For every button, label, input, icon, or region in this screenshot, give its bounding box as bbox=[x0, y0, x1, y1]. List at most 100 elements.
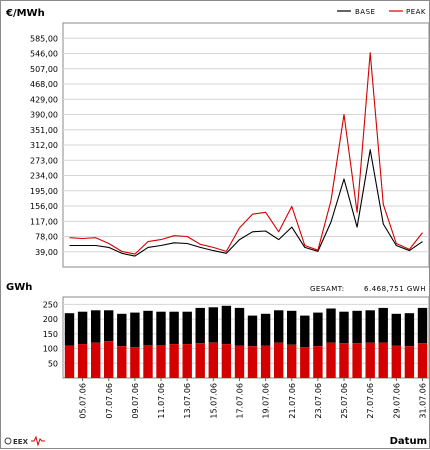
bar-base bbox=[77, 311, 88, 345]
bar-base bbox=[221, 305, 232, 345]
price-y-tick-label: 234,00 bbox=[30, 172, 58, 181]
price-y-tick-label: 39,00 bbox=[35, 248, 58, 257]
bar-base bbox=[404, 313, 415, 347]
bar-peak bbox=[326, 342, 336, 378]
total-label: GESAMT: bbox=[310, 285, 345, 293]
price-y-tick-label: 585,00 bbox=[30, 34, 58, 43]
bar-base bbox=[117, 313, 127, 347]
bar-base bbox=[195, 307, 205, 344]
bar-base bbox=[104, 310, 114, 342]
bar-peak bbox=[365, 342, 375, 378]
x-tick-label: 29.07.06 bbox=[392, 383, 401, 419]
bar-peak bbox=[156, 345, 166, 378]
series-line-peak bbox=[69, 52, 423, 255]
bar-base bbox=[260, 313, 271, 346]
price-y-tick-label: 312,00 bbox=[30, 141, 58, 150]
bar-base bbox=[274, 310, 284, 343]
logo-text: EEX bbox=[13, 438, 29, 446]
bar-base bbox=[130, 312, 140, 348]
volume-y-tick-label: 50 bbox=[48, 359, 58, 368]
x-tick-label: 07.07.06 bbox=[105, 383, 114, 419]
bar-base bbox=[287, 310, 297, 345]
price-gridlines bbox=[63, 37, 429, 253]
bar-peak bbox=[169, 344, 179, 378]
legend-label-base: BASE bbox=[355, 8, 375, 16]
bar-base bbox=[352, 310, 362, 344]
logo-circle-icon bbox=[4, 437, 12, 445]
bar-peak bbox=[352, 343, 362, 378]
x-tick-label: 05.07.06 bbox=[79, 383, 88, 419]
bar-peak bbox=[130, 347, 140, 378]
bar-base bbox=[326, 308, 336, 343]
volume-y-tick-label: 250 bbox=[43, 300, 58, 309]
price-y-tick-label: 507,00 bbox=[30, 65, 58, 74]
x-tick-label: 17.07.06 bbox=[235, 383, 244, 419]
bar-base bbox=[182, 311, 192, 345]
price-series bbox=[69, 52, 423, 257]
bar-peak bbox=[313, 346, 323, 378]
x-tick-label: 23.07.06 bbox=[314, 383, 323, 419]
volume-plot-area bbox=[62, 296, 430, 379]
x-tick-label: 15.07.06 bbox=[209, 383, 218, 419]
volume-y-tick-label: 100 bbox=[43, 345, 58, 354]
bar-base bbox=[247, 315, 258, 347]
bar-base bbox=[313, 312, 323, 347]
legend: BASE PEAK bbox=[337, 8, 426, 16]
bar-peak bbox=[404, 346, 415, 378]
bar-peak bbox=[208, 342, 218, 378]
price-y-tick-label: 468,00 bbox=[30, 80, 58, 89]
bar-peak bbox=[195, 343, 205, 378]
price-y-axis-label: €/MWh bbox=[5, 8, 45, 19]
series-line-base bbox=[69, 149, 423, 257]
bar-base bbox=[208, 307, 218, 343]
price-y-tick-label: 156,00 bbox=[30, 202, 58, 211]
x-tick-label: 13.07.06 bbox=[183, 383, 192, 419]
eex-logo: EEX bbox=[4, 435, 45, 447]
price-y-tick-label: 195,00 bbox=[30, 187, 58, 196]
bar-base bbox=[234, 307, 245, 346]
volume-y-tick-label: 200 bbox=[43, 315, 58, 324]
volume-y-tick-labels: 50 100 150 200 250 bbox=[43, 300, 58, 368]
x-axis-label: Datum bbox=[390, 436, 427, 447]
volume-bars bbox=[64, 305, 428, 378]
x-tick-label: 27.07.06 bbox=[366, 383, 375, 419]
logo-pulse-icon bbox=[31, 435, 45, 447]
bar-base bbox=[300, 315, 310, 348]
bar-base bbox=[143, 310, 153, 345]
price-y-tick-labels: 39,00 78,00 117,00 156,00 195,00 234,00 273,00… bbox=[30, 34, 58, 257]
volume-y-axis-label: GWh bbox=[6, 282, 32, 293]
legend-label-peak: PEAK bbox=[406, 8, 426, 16]
bar-peak bbox=[339, 343, 349, 378]
bar-base bbox=[417, 307, 428, 344]
volume-chart: 50 100 150 200 250 05.07.06 07.07.06 09.07.06 1… bbox=[43, 296, 430, 419]
bar-base bbox=[64, 313, 75, 346]
bar-peak bbox=[300, 347, 310, 378]
bar-base bbox=[391, 313, 401, 346]
bar-peak bbox=[260, 345, 271, 378]
bar-peak bbox=[77, 344, 88, 378]
bar-peak bbox=[247, 346, 258, 378]
bar-peak bbox=[182, 344, 192, 378]
x-tick-label: 19.07.06 bbox=[262, 383, 271, 419]
bar-peak bbox=[143, 345, 153, 378]
bar-peak bbox=[391, 345, 401, 378]
total-value: 6.468,751 GWH bbox=[364, 285, 426, 293]
bar-peak bbox=[117, 346, 127, 378]
price-y-tick-label: 429,00 bbox=[30, 95, 58, 104]
volume-x-tick-labels: 05.07.06 07.07.06 09.07.06 11.07.06 13.07.06… bbox=[79, 378, 427, 419]
price-y-tick-label: 273,00 bbox=[30, 156, 58, 165]
x-tick-label: 11.07.06 bbox=[157, 383, 166, 419]
bar-peak bbox=[378, 342, 388, 378]
bar-peak bbox=[104, 341, 114, 378]
price-y-tick-label: 117,00 bbox=[30, 217, 58, 226]
x-tick-label: 31.07.06 bbox=[418, 383, 427, 419]
bar-base bbox=[91, 310, 101, 343]
bar-base bbox=[365, 310, 375, 343]
bar-peak bbox=[287, 344, 297, 378]
bar-peak bbox=[234, 345, 245, 378]
bar-base bbox=[169, 311, 179, 345]
bar-peak bbox=[221, 344, 232, 378]
bar-peak bbox=[274, 342, 284, 378]
